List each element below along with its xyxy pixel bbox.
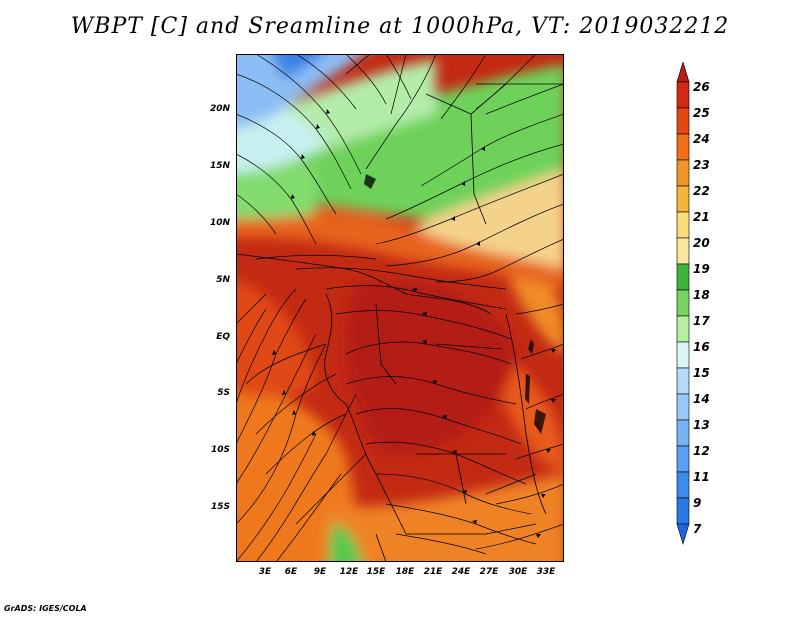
colorbar-segment bbox=[676, 367, 690, 395]
colorbar-segment bbox=[676, 211, 690, 239]
lakes bbox=[364, 174, 546, 434]
lon-label-3e: 3E bbox=[258, 567, 272, 577]
field-green-nw bbox=[236, 159, 316, 219]
colorbar-label-20: 20 bbox=[693, 236, 710, 250]
colorbar-label-19: 19 bbox=[693, 262, 710, 276]
field-blue-dark bbox=[271, 54, 324, 79]
lat-label-15n: 15N bbox=[209, 161, 230, 171]
lon-label-21e: 21E bbox=[423, 567, 443, 577]
colorbar-segment bbox=[676, 237, 690, 265]
lon-label-15e: 15E bbox=[366, 567, 386, 577]
colorbar-label-12: 12 bbox=[693, 444, 710, 458]
colorbar-label-13: 13 bbox=[693, 418, 710, 432]
colorbar-label-14: 14 bbox=[693, 392, 710, 406]
lat-label-10n: 10N bbox=[209, 218, 230, 228]
lat-label-eq: EQ bbox=[216, 332, 230, 342]
field-orange-se bbox=[501, 354, 564, 474]
colorbar-label-26: 26 bbox=[693, 80, 710, 94]
colorbar-segment bbox=[676, 393, 690, 421]
colorbar-arrow-top bbox=[676, 62, 690, 83]
map-panel bbox=[236, 54, 564, 562]
field-red-w bbox=[236, 279, 316, 397]
colorbar-label-22: 22 bbox=[693, 184, 710, 198]
colorbar-segment bbox=[676, 185, 690, 213]
field-red-core bbox=[346, 281, 516, 454]
lon-label-18e: 18E bbox=[395, 567, 415, 577]
field-orange-s bbox=[326, 474, 564, 562]
colorbar-segment bbox=[676, 471, 690, 499]
lat-label-5n: 5N bbox=[216, 275, 230, 285]
colorbar-segment bbox=[676, 445, 690, 473]
colorbar-label-16: 16 bbox=[693, 340, 710, 354]
colorbar-label-7: 7 bbox=[693, 522, 702, 536]
lon-label-27e: 27E bbox=[479, 567, 499, 577]
colorbar bbox=[676, 62, 690, 546]
wbpt-map bbox=[236, 54, 564, 562]
streamline-arrows bbox=[272, 109, 556, 538]
colorbar-label-23: 23 bbox=[693, 158, 710, 172]
colorbar-segment bbox=[676, 419, 690, 447]
lat-label-5s: 5S bbox=[217, 388, 230, 398]
lat-label-10s: 10S bbox=[210, 445, 230, 455]
lon-label-9e: 9E bbox=[313, 567, 327, 577]
colorbar-segment bbox=[676, 289, 690, 317]
lat-label-20n: 20N bbox=[209, 104, 230, 114]
field-green-s bbox=[327, 524, 363, 562]
colorbar-segment bbox=[676, 315, 690, 343]
grads-credit: GrADS: IGES/COLA bbox=[4, 604, 87, 613]
country-borders bbox=[236, 54, 564, 562]
colorbar-segment bbox=[676, 159, 690, 187]
colorbar-segment bbox=[676, 341, 690, 369]
colorbar-segment bbox=[676, 263, 690, 291]
colorbar-segment bbox=[676, 497, 690, 525]
plot-title: WBPT [C] and Sreamline at 1000hPa, VT: 2… bbox=[70, 14, 730, 39]
lon-label-24e: 24E bbox=[451, 567, 471, 577]
lon-label-30e: 30E bbox=[508, 567, 528, 577]
colorbar-label-17: 17 bbox=[693, 314, 710, 328]
colorbar-label-11: 11 bbox=[693, 470, 710, 484]
lon-label-33e: 33E bbox=[536, 567, 556, 577]
map-frame bbox=[236, 54, 564, 562]
colorbar-label-9: 9 bbox=[693, 496, 702, 510]
colorbar-label-24: 24 bbox=[693, 132, 710, 146]
field-orange-n bbox=[236, 209, 564, 289]
lat-label-15s: 15S bbox=[210, 502, 230, 512]
streamlines bbox=[236, 54, 564, 562]
lon-label-6e: 6E bbox=[284, 567, 298, 577]
colorbar-segment bbox=[676, 133, 690, 161]
colorbar-label-15: 15 bbox=[693, 366, 710, 380]
colorbar-label-25: 25 bbox=[693, 106, 710, 120]
field-green-n bbox=[296, 64, 564, 219]
colorbar-arrow-bottom bbox=[676, 523, 690, 546]
colorbar-segment bbox=[676, 107, 690, 135]
colorbar-segment bbox=[676, 81, 690, 109]
colorbar-label-18: 18 bbox=[693, 288, 710, 302]
lon-label-12e: 12E bbox=[339, 567, 359, 577]
field-blue bbox=[236, 54, 363, 129]
colorbar-label-21: 21 bbox=[693, 210, 710, 224]
